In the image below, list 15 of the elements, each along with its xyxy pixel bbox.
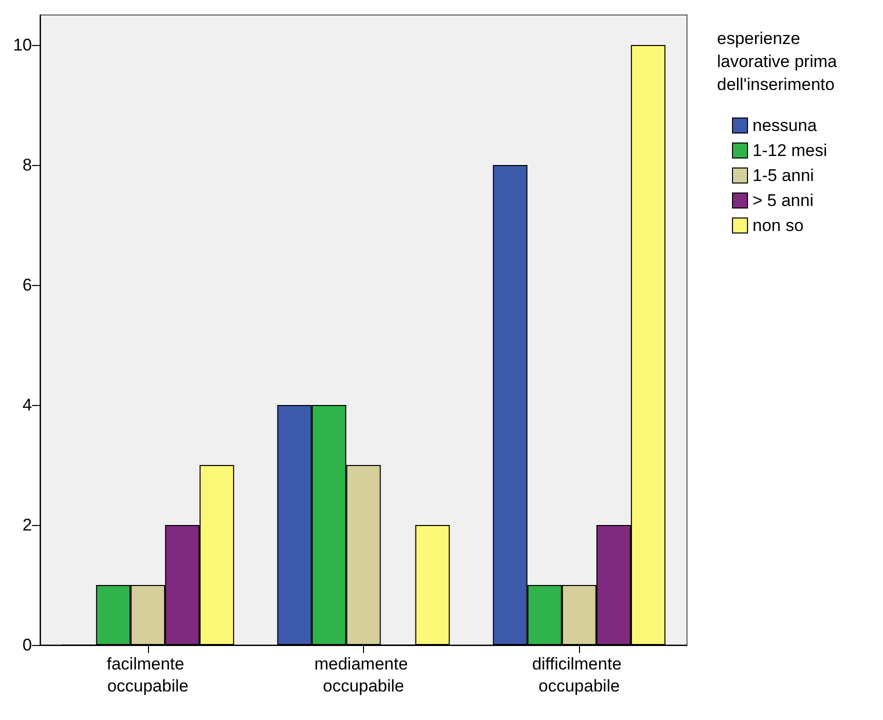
x-tick-label: difficilmente occupabile xyxy=(532,654,626,696)
legend-label: 1-12 mesi xyxy=(752,141,828,160)
legend-label: 1-5 anni xyxy=(752,166,814,185)
legend-label: > 5 anni xyxy=(752,191,814,210)
y-tick-label: 2 xyxy=(22,516,32,534)
x-tick-label: mediamente occupabile xyxy=(314,654,413,696)
y-tick-label: 0 xyxy=(22,636,32,654)
y-tick-label: 6 xyxy=(22,276,32,294)
legend-label: nessuna xyxy=(752,116,818,135)
legend-label: non so xyxy=(752,216,804,235)
legend-title: esperienze lavorative prima dell'inserimento xyxy=(717,29,842,94)
y-tick-label: 4 xyxy=(22,396,32,414)
y-tick-label: 10 xyxy=(13,36,32,54)
x-tick-label: facilmente occupabile xyxy=(106,654,189,696)
y-tick-label: 8 xyxy=(22,156,32,174)
